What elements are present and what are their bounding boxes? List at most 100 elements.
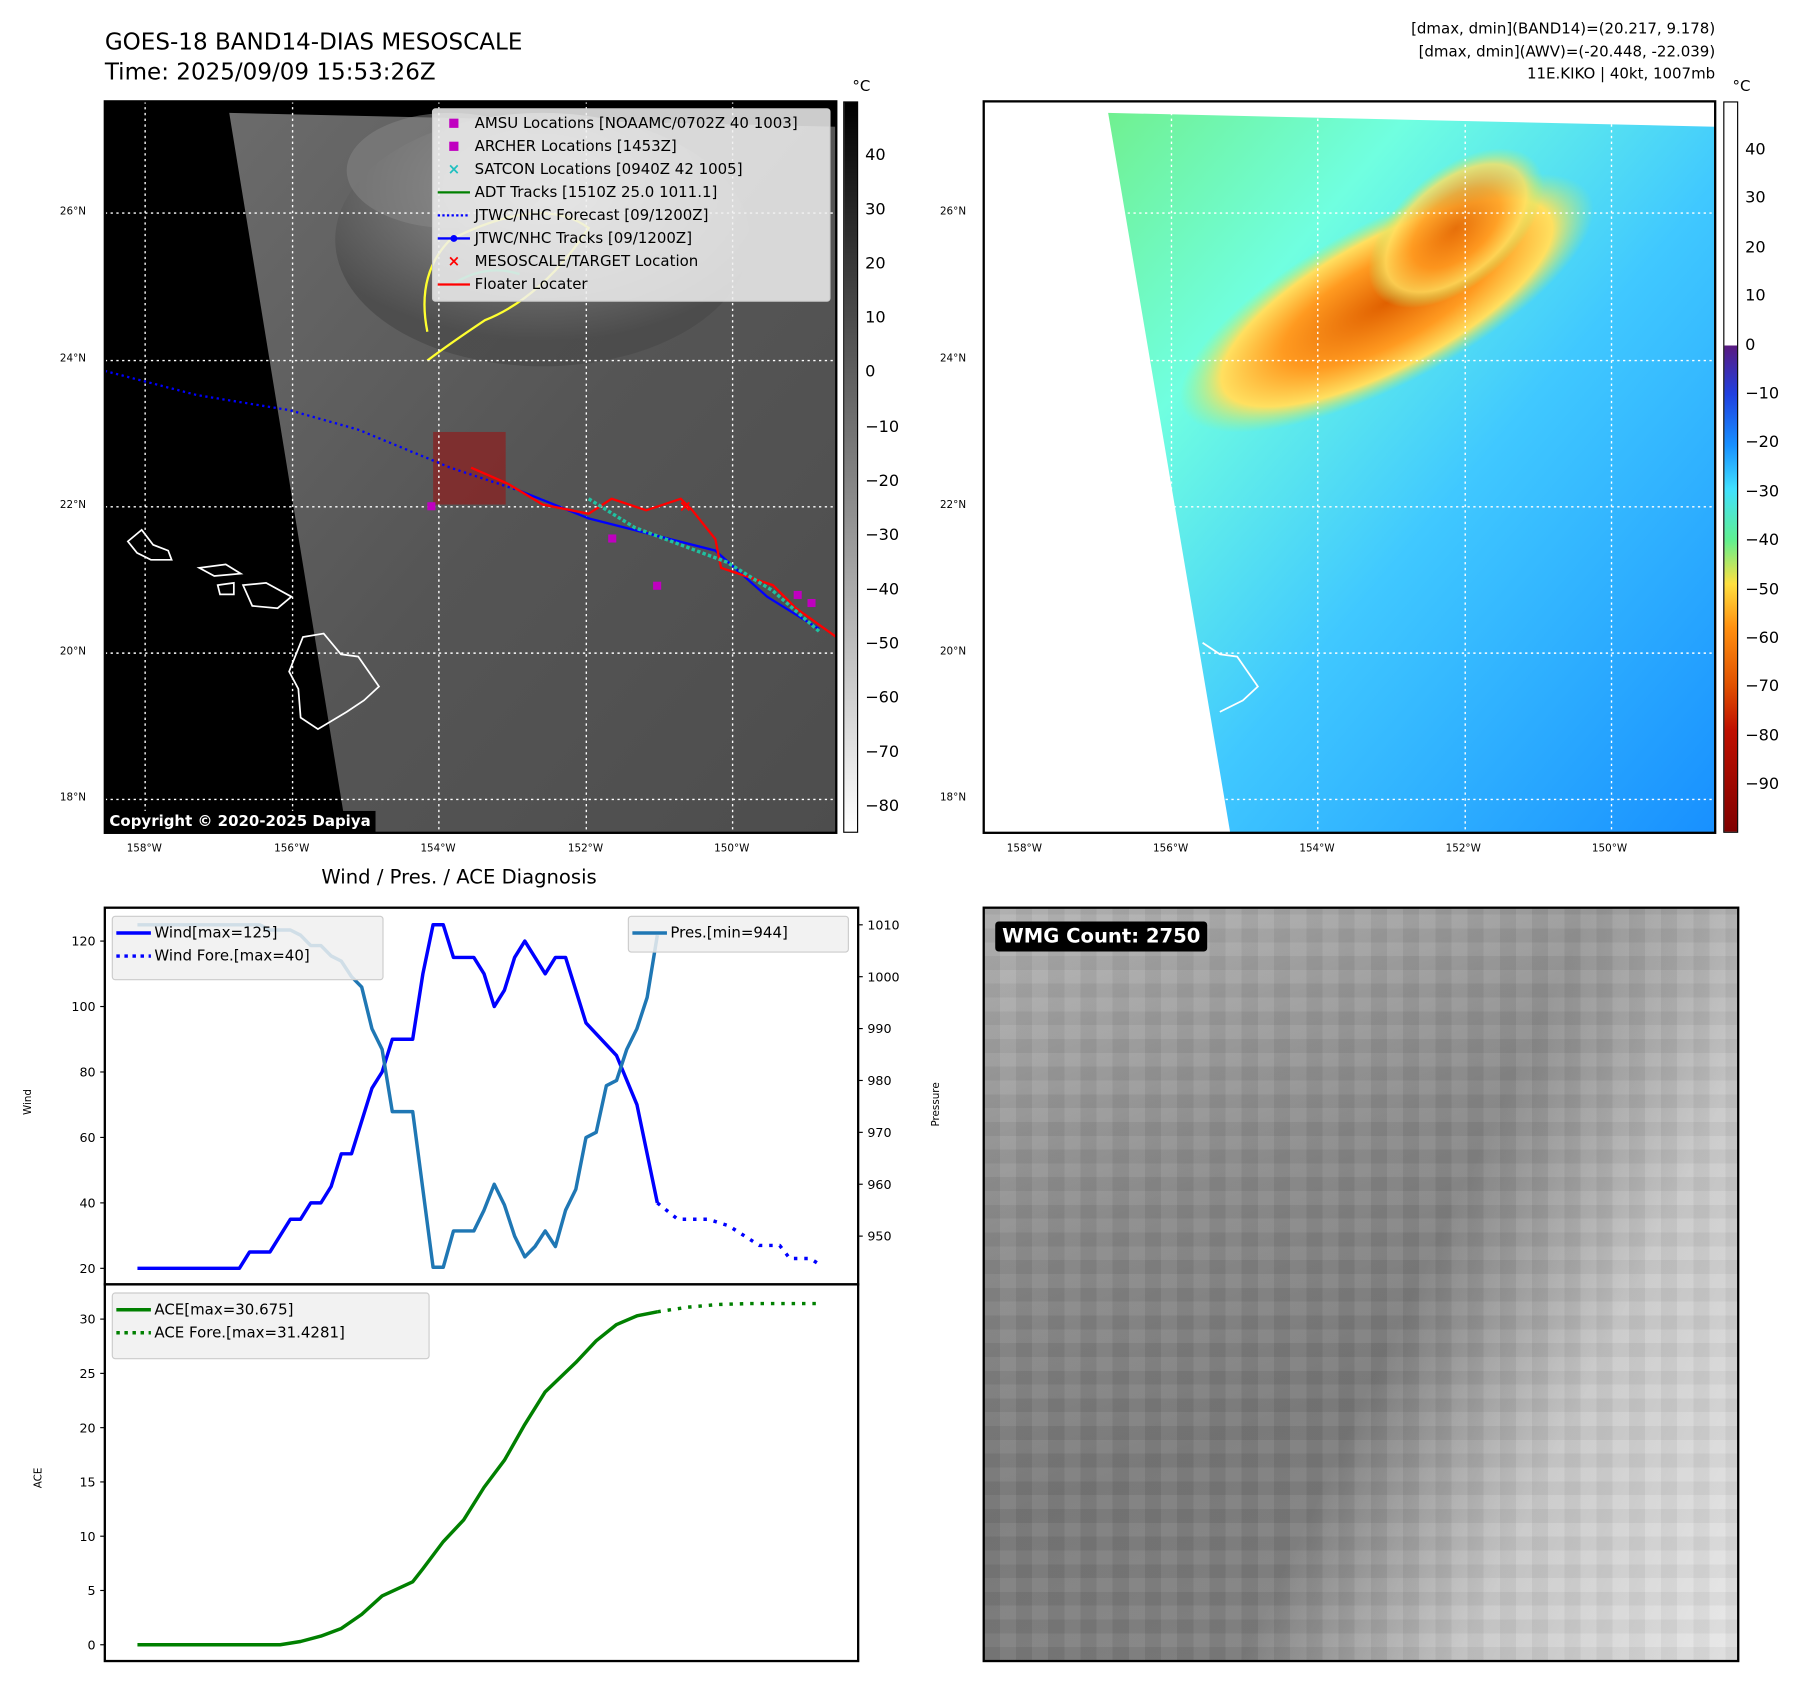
legend-label: MESOSCALE/TARGET Location [474,252,699,271]
dotted-line-icon [433,213,474,218]
y2-tick-label: 1000 [867,969,899,984]
lat-label: 22°N [939,499,967,512]
colorbar-left-tick: −10 [865,417,900,436]
mesoscale-box [433,431,506,505]
lat-label: 26°N [939,206,967,218]
colorbar-left-unit: °C [852,78,871,96]
pressure-ylabel: Pressure [930,1082,943,1127]
colorbar-left-tick: −80 [865,797,900,816]
y-tick-label: 60 [79,1130,95,1145]
legend-item: × MESOSCALE/TARGET Location [433,250,829,273]
legend-item: Floater Locater [433,273,829,296]
colorbar-right-tick: −90 [1745,775,1780,794]
legend-item: JTWC/NHC Forecast [09/1200Z] [433,204,829,227]
colorbar-right-tick: 30 [1745,189,1766,208]
lon-label: 156°W [274,843,310,855]
colorbar-left-tick: −60 [865,688,900,708]
lon-label: 154°W [1299,843,1335,855]
y-tick-label: 15 [79,1475,95,1490]
colorbar-left-tick: −50 [865,634,900,654]
colorbar-left-tick: 20 [865,254,886,274]
legend-pressure: Pres.[min=944] [670,924,788,942]
wmg-panel: WMG Count: 2750 [983,907,1739,1662]
lat-label: 18°N [59,792,87,805]
legend-item: AMSU Locations [NOAAMC/0702Z 40 1003] [433,112,829,135]
y2-tick-label: 960 [867,1177,891,1192]
pressure-legend: Pres.[min=944] [627,915,849,953]
square-marker-icon [433,118,474,128]
y2-tick-label: 1010 [867,917,899,932]
lat-label: 20°N [59,646,87,658]
y-tick-label: 0 [88,1637,96,1652]
y-tick-label: 120 [71,934,95,949]
colorbar-left-tick: −70 [865,743,900,762]
colorbar-right-tick: −40 [1745,531,1780,550]
line-icon [433,190,474,195]
info-band14: [dmax, dmin](BAND14)=(20.217, 9.178) [1411,20,1716,39]
ace-ylabel: ACE [33,1467,45,1489]
colorbar-left-tick: −40 [865,580,900,599]
lon-label: 158°W [1006,843,1042,855]
info-awv: [dmax, dmin](AWV)=(-20.448, -22.039) [1418,43,1716,62]
series-line [656,1201,822,1267]
colorbar-left-tick: −30 [865,526,900,545]
legend-item: ADT Tracks [1510Z 25.0 1011.1] [433,181,829,204]
legend-label: JTWC/NHC Tracks [09/1200Z] [474,229,693,248]
figure-title: GOES-18 BAND14-DIAS MESOSCALE [104,27,523,56]
target-marker: × [678,496,691,515]
colorbar-right-unit: °C [1732,78,1751,96]
lat-label: 20°N [939,646,967,658]
series-line [137,922,660,1271]
colorbar-right-tick: 20 [1745,238,1766,257]
colorbar-right-tick: 0 [1745,335,1756,355]
awv-map-imagery [983,101,1716,833]
colorbar-left-tick: −20 [865,471,900,491]
y2-tick-label: 980 [867,1073,891,1088]
x-marker-icon: × [447,160,461,178]
legend-item: × SATCON Locations [0940Z 42 1005] [433,158,829,181]
lon-label: 152°W [567,843,604,855]
legend-label: SATCON Locations [0940Z 42 1005] [474,160,743,178]
legend-label: JTWC/NHC Forecast [09/1200Z] [474,206,709,225]
lon-label: 154°W [420,843,456,855]
lat-label: 24°N [939,353,967,366]
lon-label: 150°W [714,843,750,855]
coastline-big-island [1202,642,1260,713]
lat-label: 24°N [59,353,87,366]
series-line [137,1310,658,1647]
legend-wind-forecast: Wind Fore.[max=40] [154,947,310,965]
figure-time: Time: 2025/09/09 15:53:26Z [104,57,436,86]
y-tick-label: 10 [79,1529,95,1544]
copyright: Copyright © 2020-2025 Dapiya [104,810,376,833]
wind-legend: Wind[max=125] Wind Fore.[max=40] [111,915,384,981]
colorbar-right-tick: −60 [1745,628,1780,648]
amsu-archer-markers [427,502,816,608]
colorbar-left [843,101,859,833]
series-line [657,1301,821,1314]
lon-label: 150°W [1591,843,1628,855]
lon-label: 156°W [1153,843,1189,855]
colorbar-right-tick: 10 [1745,287,1766,306]
legend-item: ARCHER Locations [1453Z] [433,135,829,158]
y-tick-label: 5 [88,1583,96,1598]
y2-tick-label: 950 [867,1229,891,1244]
colorbar-left-tick: 10 [865,309,886,328]
colorbar-right-tick: −30 [1745,482,1780,501]
legend-label: ADT Tracks [1510Z 25.0 1011.1] [474,183,718,202]
awv-map-frame [982,100,1717,834]
y-tick-label: 25 [79,1366,95,1381]
y-tick-label: 20 [79,1261,95,1276]
y-tick-label: 20 [79,1420,95,1435]
colorbar-right-tick: 40 [1745,140,1766,159]
chart-title: Wind / Pres. / ACE Diagnosis [321,866,597,890]
colorbar-right-tick: −50 [1745,580,1780,599]
y2-tick-label: 970 [867,1125,891,1140]
map-legend: AMSU Locations [NOAAMC/0702Z 40 1003] ARC… [431,108,831,302]
legend-item: JTWC/NHC Tracks [09/1200Z] [433,227,829,250]
y-tick-label: 40 [79,1195,95,1210]
y-tick-label: 100 [71,999,95,1014]
line-dot-icon [433,234,474,243]
lat-label: 22°N [59,499,87,512]
y-tick-label: 80 [79,1065,95,1080]
plot-frame [103,1283,860,1663]
